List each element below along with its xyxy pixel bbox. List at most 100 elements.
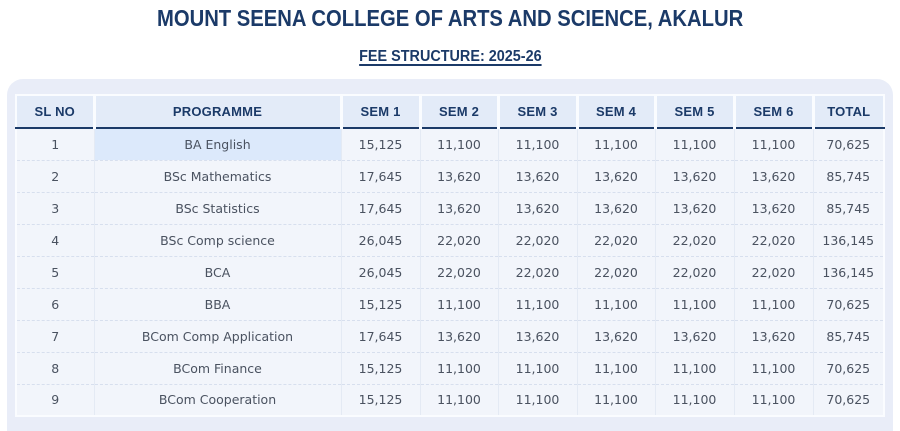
cell-sem-3-fee: 13,620 xyxy=(497,191,578,224)
cell-sem-1-fee: 17,645 xyxy=(340,191,421,224)
column-header-sem-1: SEM 1 xyxy=(339,95,420,129)
page-title: MOUNT SEENA COLLEGE OF ARTS AND SCIENCE,… xyxy=(0,5,900,32)
cell-total-fee: 70,625 xyxy=(812,287,885,320)
cell-sem-4-fee: 22,020 xyxy=(576,223,656,256)
cell-sem-6-fee: 11,100 xyxy=(733,383,814,416)
cell-sem-2-fee: 22,020 xyxy=(419,223,499,256)
cell-programme: BSc Statistics xyxy=(93,191,342,224)
cell-sem-4-fee: 11,100 xyxy=(576,128,656,160)
cell-sl-no: 4 xyxy=(15,223,95,256)
cell-total-fee: 70,625 xyxy=(812,351,885,384)
cell-sem-3-fee: 11,100 xyxy=(497,287,578,320)
cell-sem-6-fee: 11,100 xyxy=(733,351,814,384)
column-header-programme: PROGRAMME xyxy=(92,95,341,129)
table-row: 7 BCom Comp Application 17,645 13,620 13,620… xyxy=(15,319,885,352)
cell-sl-no: 8 xyxy=(15,351,95,384)
cell-sem-2-fee: 22,020 xyxy=(419,255,499,288)
cell-sem-6-fee: 13,620 xyxy=(733,319,814,352)
cell-sem-3-fee: 13,620 xyxy=(497,319,578,352)
cell-programme: BCom Cooperation xyxy=(93,383,342,416)
cell-sem-3-fee: 22,020 xyxy=(497,255,578,288)
column-header-sl-no: SL NO xyxy=(16,95,94,129)
cell-total-fee: 85,745 xyxy=(812,159,885,192)
cell-sem-3-fee: 11,100 xyxy=(497,128,578,160)
column-header-total: TOTAL xyxy=(811,95,884,129)
column-header-sem-2: SEM 2 xyxy=(418,95,498,129)
cell-sem-4-fee: 22,020 xyxy=(576,255,656,288)
cell-sem-6-fee: 13,620 xyxy=(733,191,814,224)
cell-sem-3-fee: 22,020 xyxy=(497,223,578,256)
table-row: 2 BSc Mathematics 17,645 13,620 13,620 13,620… xyxy=(15,159,885,192)
cell-total-fee: 136,145 xyxy=(812,223,885,256)
cell-sem-1-fee: 26,045 xyxy=(340,223,421,256)
cell-programme: BBA xyxy=(93,287,342,320)
cell-sem-4-fee: 13,620 xyxy=(576,159,656,192)
cell-programme: BCA xyxy=(93,255,342,288)
cell-sl-no: 2 xyxy=(15,159,95,192)
cell-sem-1-fee: 26,045 xyxy=(340,255,421,288)
cell-programme: BSc Comp science xyxy=(93,223,342,256)
cell-total-fee: 70,625 xyxy=(812,383,885,416)
cell-sem-2-fee: 13,620 xyxy=(419,159,499,192)
fee-structure-heading-text: FEE STRUCTURE: 2025-26 xyxy=(358,48,542,65)
cell-sem-1-fee: 15,125 xyxy=(340,287,421,320)
cell-sem-4-fee: 13,620 xyxy=(576,191,656,224)
cell-sem-6-fee: 13,620 xyxy=(733,159,814,192)
cell-sem-2-fee: 13,620 xyxy=(419,319,499,352)
cell-sem-4-fee: 11,100 xyxy=(576,351,656,384)
cell-sem-5-fee: 22,020 xyxy=(654,255,735,288)
cell-sem-6-fee: 22,020 xyxy=(733,255,814,288)
cell-sem-4-fee: 11,100 xyxy=(576,383,656,416)
cell-sem-5-fee: 13,620 xyxy=(654,319,735,352)
cell-programme: BCom Comp Application xyxy=(93,319,342,352)
cell-sem-5-fee: 13,620 xyxy=(654,159,735,192)
cell-sem-6-fee: 11,100 xyxy=(733,128,814,160)
college-name-text: MOUNT SEENA COLLEGE OF ARTS AND SCIENCE,… xyxy=(156,5,744,31)
cell-sem-5-fee: 11,100 xyxy=(654,383,735,416)
cell-sl-no: 7 xyxy=(15,319,95,352)
cell-sem-5-fee: 13,620 xyxy=(654,191,735,224)
cell-sem-5-fee: 11,100 xyxy=(654,128,735,160)
cell-programme: BCom Finance xyxy=(93,351,342,384)
cell-sem-2-fee: 13,620 xyxy=(419,191,499,224)
column-header-sem-3: SEM 3 xyxy=(496,95,577,129)
cell-sem-1-fee: 17,645 xyxy=(340,159,421,192)
page-subtitle: FEE STRUCTURE: 2025-26 xyxy=(0,48,900,66)
cell-programme: BSc Mathematics xyxy=(93,159,342,192)
cell-sem-2-fee: 11,100 xyxy=(419,128,499,160)
cell-sl-no: 5 xyxy=(15,255,95,288)
cell-sem-6-fee: 22,020 xyxy=(733,223,814,256)
column-header-sem-5: SEM 5 xyxy=(653,95,734,129)
table-row: 3 BSc Statistics 17,645 13,620 13,620 13,620 1… xyxy=(15,191,885,224)
cell-sem-2-fee: 11,100 xyxy=(419,383,499,416)
cell-sl-no: 6 xyxy=(15,287,95,320)
table-row: 8 BCom Finance 15,125 11,100 11,100 11,100 11,… xyxy=(15,351,885,384)
cell-total-fee: 70,625 xyxy=(812,128,885,160)
cell-sem-2-fee: 11,100 xyxy=(419,287,499,320)
cell-sem-5-fee: 11,100 xyxy=(654,351,735,384)
table-row: 4 BSc Comp science 26,045 22,020 22,020 22,02… xyxy=(15,223,885,256)
column-header-sem-6: SEM 6 xyxy=(732,95,813,129)
cell-sl-no: 1 xyxy=(15,128,95,160)
cell-sem-3-fee: 13,620 xyxy=(497,159,578,192)
table-row: 9 BCom Cooperation 15,125 11,100 11,100 11,10… xyxy=(15,383,885,416)
cell-sem-1-fee: 15,125 xyxy=(340,128,421,160)
column-header-sem-4: SEM 4 xyxy=(575,95,655,129)
table-row: 5 BCA 26,045 22,020 22,020 22,020 22,020 22,020… xyxy=(15,255,885,288)
cell-sem-2-fee: 11,100 xyxy=(419,351,499,384)
table-row: 1 BA English 15,125 11,100 11,100 11,100 11,10… xyxy=(15,128,885,160)
cell-sem-1-fee: 15,125 xyxy=(340,383,421,416)
table-row: 6 BBA 15,125 11,100 11,100 11,100 11,100 11,100… xyxy=(15,287,885,320)
cell-sem-1-fee: 17,645 xyxy=(340,319,421,352)
cell-programme: BA English xyxy=(93,128,342,160)
cell-sl-no: 3 xyxy=(15,191,95,224)
cell-sem-5-fee: 22,020 xyxy=(654,223,735,256)
cell-total-fee: 85,745 xyxy=(812,319,885,352)
cell-sem-4-fee: 11,100 xyxy=(576,287,656,320)
cell-sem-3-fee: 11,100 xyxy=(497,383,578,416)
cell-sem-3-fee: 11,100 xyxy=(497,351,578,384)
cell-sl-no: 9 xyxy=(15,383,95,416)
